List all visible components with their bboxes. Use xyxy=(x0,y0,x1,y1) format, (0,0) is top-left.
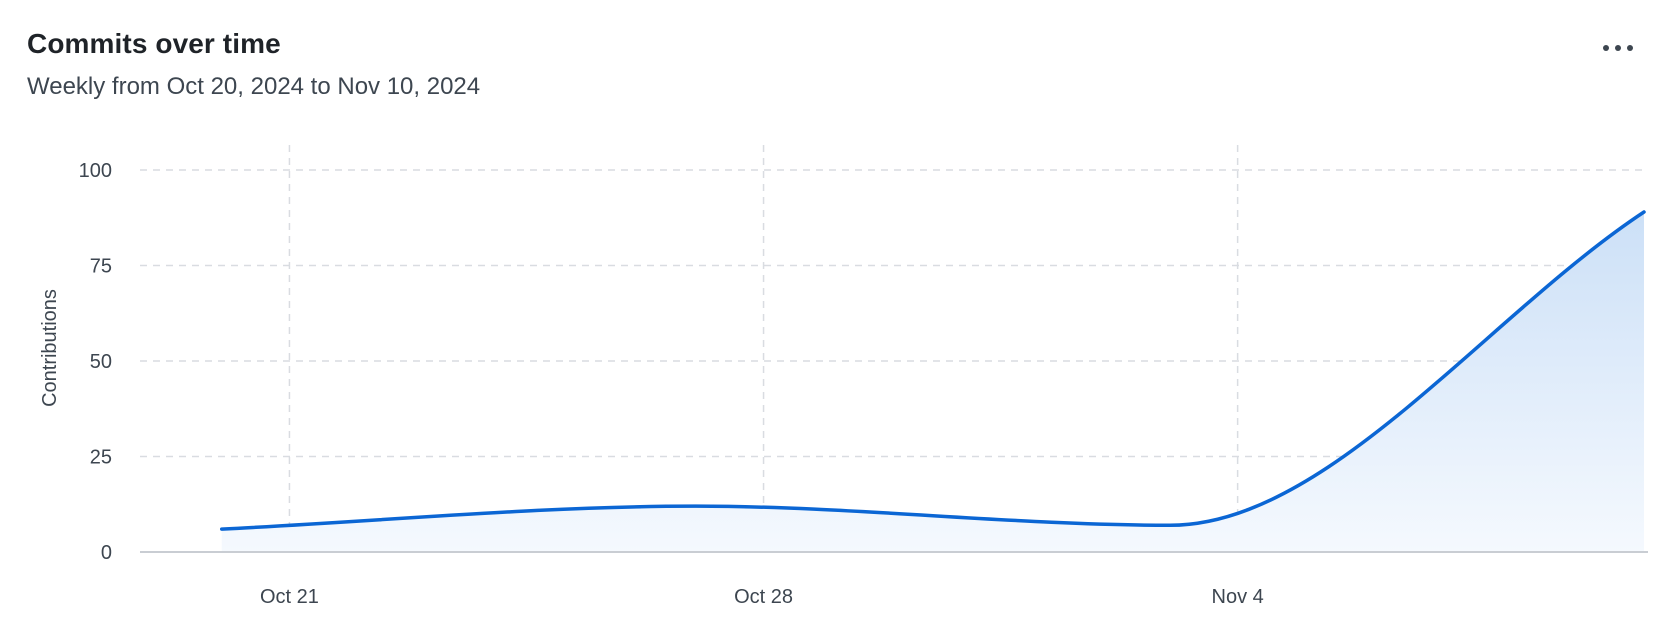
y-tick-labels: 0 25 50 75 100 xyxy=(79,160,112,564)
more-horizontal-icon xyxy=(1603,45,1633,51)
x-tick-label: Oct 28 xyxy=(734,586,793,608)
data-point xyxy=(1166,521,1174,529)
x-tick-labels: Oct 21 Oct 28 Nov 4 xyxy=(260,586,1264,608)
grid-lines xyxy=(140,145,1648,552)
x-tick-label: Oct 21 xyxy=(260,586,319,608)
x-tick-label: Nov 4 xyxy=(1212,586,1264,608)
chart-subtitle: Weekly from Oct 20, 2024 to Nov 10, 2024 xyxy=(27,73,481,100)
series-line xyxy=(218,208,1648,533)
data-point xyxy=(692,502,700,510)
series-line-path xyxy=(219,210,1646,531)
area-fill xyxy=(221,212,1644,552)
y-tick-label: 75 xyxy=(90,256,112,278)
data-point xyxy=(218,525,226,533)
y-axis-title: Contributions xyxy=(39,289,61,407)
series-area xyxy=(221,212,1644,552)
chart-title: Commits over time xyxy=(27,28,281,59)
y-tick-label: 25 xyxy=(90,447,112,469)
more-options-button[interactable] xyxy=(1598,34,1638,62)
data-point xyxy=(1640,208,1648,216)
y-tick-label: 0 xyxy=(101,542,112,564)
y-tick-label: 50 xyxy=(90,351,112,373)
y-tick-label: 100 xyxy=(79,160,112,182)
